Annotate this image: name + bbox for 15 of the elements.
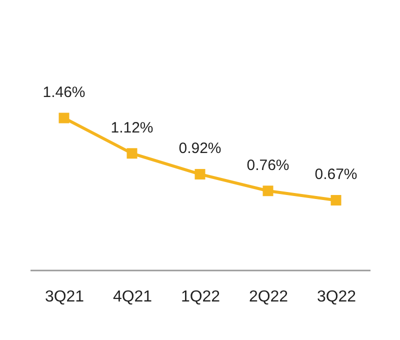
point: [126, 148, 138, 159]
data-label: 0.76%: [246, 156, 290, 174]
point: [194, 168, 206, 180]
x-tick-label: 2Q22: [248, 288, 288, 306]
point: [262, 186, 274, 196]
x-tick-label: 4Q21: [112, 288, 152, 306]
x-tick-label: 3Q21: [44, 288, 84, 306]
point: [330, 195, 342, 206]
data-label: 0.92%: [178, 140, 222, 158]
point: [58, 112, 70, 124]
data-label: 1.46%: [42, 84, 86, 101]
data-label: 1.12%: [110, 119, 154, 136]
x-tick-label: 1Q22: [180, 288, 220, 306]
x-tick-label: 3Q22: [316, 288, 356, 306]
data-label: 0.67%: [314, 166, 358, 184]
